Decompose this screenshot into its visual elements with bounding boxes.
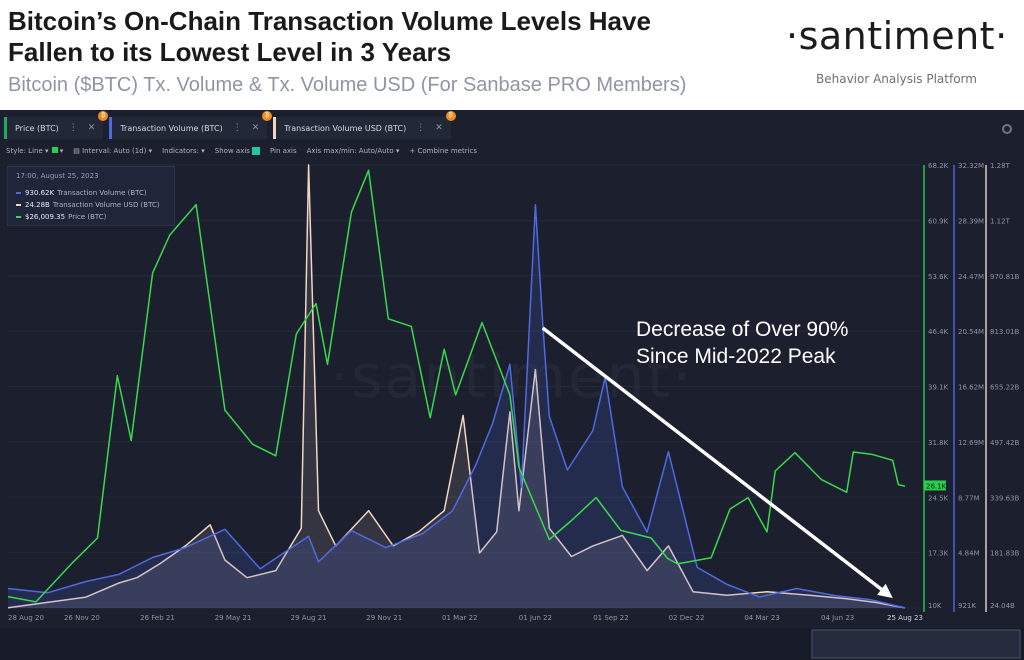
y-tick-label: 12.69M <box>958 439 984 447</box>
annotation-arrowhead <box>877 583 893 599</box>
close-icon[interactable]: ✕ <box>251 123 260 133</box>
tooltip-row: 930.62K Transaction Volume (BTC) <box>16 189 147 197</box>
y-tick-label: 16.62M <box>958 384 984 392</box>
annotation-line-1: Decrease of Over 90% <box>636 318 849 341</box>
y-tick-label: 655.22B <box>990 384 1019 392</box>
title-line-1: Bitcoin’s On-Chain Transaction Volume Le… <box>8 6 651 36</box>
tab-label: Transaction Volume USD (BTC) <box>284 123 407 133</box>
y-tick-label: 60.9K <box>928 217 949 225</box>
tab-price[interactable]: Price (BTC) ⋮ ✕ ₿ <box>4 111 109 139</box>
y-tick-label: 31.8K <box>928 439 949 447</box>
y-tick-label: 53.6K <box>928 273 949 281</box>
x-tick-label: 01 Mar 22 <box>442 614 477 622</box>
color-swatch-icon[interactable] <box>51 147 58 153</box>
y-tick-label: 181.83B <box>990 550 1019 558</box>
y-tick-label: 8.77M <box>958 494 980 502</box>
legend-dot-icon <box>16 192 21 194</box>
y-tick-label: 1.12T <box>990 217 1011 225</box>
y-tick-label: 970.81B <box>990 273 1019 281</box>
tab-transaction-volume-usd[interactable]: Transaction Volume USD (BTC) ⋮ ✕ ₿ <box>273 111 456 139</box>
y-tick-label: 28.39M <box>958 217 984 225</box>
y-tick-label: 39.1K <box>928 384 949 392</box>
current-price-label: 26.1K <box>926 482 947 490</box>
show-axis-toggle[interactable]: Show axis <box>215 147 260 155</box>
chart-toolbar: Style: Line ▾ ▾ ▤ Interval: Auto (1d) ▾ … <box>6 147 477 155</box>
header: Bitcoin’s On-Chain Transaction Volume Le… <box>0 0 1024 110</box>
close-icon[interactable]: ✕ <box>435 123 443 133</box>
tab-label: Price (BTC) <box>15 123 59 133</box>
y-tick-label: 1.28T <box>990 162 1011 170</box>
pro-badge-icon: ₿ <box>445 111 456 121</box>
y-tick-label: 497.42B <box>990 439 1019 447</box>
pro-badge-icon: ₿ <box>98 111 109 121</box>
tab-transaction-volume[interactable]: Transaction Volume (BTC) ⋮ ✕ ₿ <box>109 111 273 139</box>
title-line-2: Fallen to its Lowest Level in 3 Years <box>8 37 452 67</box>
x-tick-label: 28 Aug 20 <box>8 614 44 622</box>
x-tick-label: 01 Sep 22 <box>593 614 628 622</box>
x-tick-label: 29 Nov 21 <box>366 614 402 622</box>
more-icon[interactable]: ⋮ <box>232 123 242 133</box>
indicators-select[interactable]: Indicators: ▾ <box>162 147 205 155</box>
combine-metrics-button[interactable]: + Combine metrics <box>409 147 478 155</box>
y-tick-label: 4.84M <box>958 550 980 558</box>
series-line <box>7 164 906 609</box>
page-title: Bitcoin’s On-Chain Transaction Volume Le… <box>8 6 768 68</box>
tooltip-row: 24.28B Transaction Volume USD (BTC) <box>16 201 160 209</box>
current-price-badge <box>924 480 946 491</box>
close-icon[interactable]: ✕ <box>87 123 96 133</box>
legend-dot-icon <box>16 216 21 218</box>
y-tick-label: 46.4K <box>928 328 949 336</box>
y-tick-label: 339.63B <box>990 494 1019 502</box>
x-tick-label: 29 May 21 <box>215 614 252 622</box>
y-tick-label: 813.01B <box>990 328 1019 336</box>
page-subtitle: Bitcoin ($BTC) Tx. Volume & Tx. Volume U… <box>8 74 687 96</box>
logo-tagline: Behavior Analysis Platform <box>816 72 977 86</box>
series-line <box>7 204 906 609</box>
metric-tabs: Price (BTC) ⋮ ✕ ₿ Transaction Volume (BT… <box>4 111 456 141</box>
x-tick-label: 02 Dec 22 <box>669 614 705 622</box>
axis-minmax-select[interactable]: Axis max/min: Auto/Auto ▾ <box>306 147 400 155</box>
x-tick-label: 04 Mar 23 <box>744 614 779 622</box>
y-tick-label: 921K <box>958 602 976 610</box>
annotation-line-2: Since Mid-2022 Peak <box>636 345 836 368</box>
y-tick-label: 20.54M <box>958 328 984 336</box>
settings-icon[interactable] <box>1002 124 1012 134</box>
legend-dot-icon <box>16 204 21 206</box>
x-tick-label: 25 Aug 23 <box>887 614 923 622</box>
chart-tooltip: 17:00, August 25, 2023 930.62K Transactio… <box>7 166 175 226</box>
y-tick-label: 17.3K <box>928 550 949 558</box>
x-tick-label: 26 Feb 21 <box>140 614 175 622</box>
tooltip-row: $26,009.35 Price (BTC) <box>16 213 106 221</box>
y-tick-label: 32.32M <box>958 162 984 170</box>
x-tick-label: 29 Aug 21 <box>291 614 327 622</box>
tab-label: Transaction Volume (BTC) <box>120 123 223 133</box>
y-tick-label: 10K <box>928 602 942 610</box>
tooltip-time: 17:00, August 25, 2023 <box>16 172 99 180</box>
y-tick-label: 24.47M <box>958 273 984 281</box>
more-icon[interactable]: ⋮ <box>416 123 426 133</box>
more-icon[interactable]: ⋮ <box>68 123 78 133</box>
checkbox-icon[interactable] <box>251 147 260 155</box>
x-tick-label: 26 Nov 20 <box>64 614 100 622</box>
pin-axis-toggle[interactable]: Pin axis <box>269 147 297 155</box>
x-tick-label: 04 Jun 23 <box>821 614 854 622</box>
interval-select[interactable]: ▤ Interval: Auto (1d) ▾ <box>73 147 153 155</box>
y-tick-label: 68.2K <box>928 162 949 170</box>
santiment-logo: ·santiment· <box>786 14 1008 58</box>
series-area <box>8 204 905 609</box>
chart-annotation: Decrease of Over 90% Since Mid-2022 Peak <box>636 316 848 370</box>
series-area <box>8 165 905 608</box>
style-select[interactable]: Style: Line ▾ ▾ <box>6 147 64 155</box>
y-tick-label: 24.5K <box>928 494 949 502</box>
x-tick-label: 01 Jun 22 <box>519 614 552 622</box>
pro-badge-icon: ₿ <box>262 111 273 121</box>
navigator-window <box>811 629 1021 659</box>
annotation-arrow <box>541 326 886 594</box>
series-line <box>7 169 906 603</box>
chart-canvas[interactable]: 28 Aug 20 26 Nov 20 26 Feb 21 29 May 21 29 A… <box>0 110 1024 660</box>
y-tick-label: 24.04B <box>990 602 1015 610</box>
